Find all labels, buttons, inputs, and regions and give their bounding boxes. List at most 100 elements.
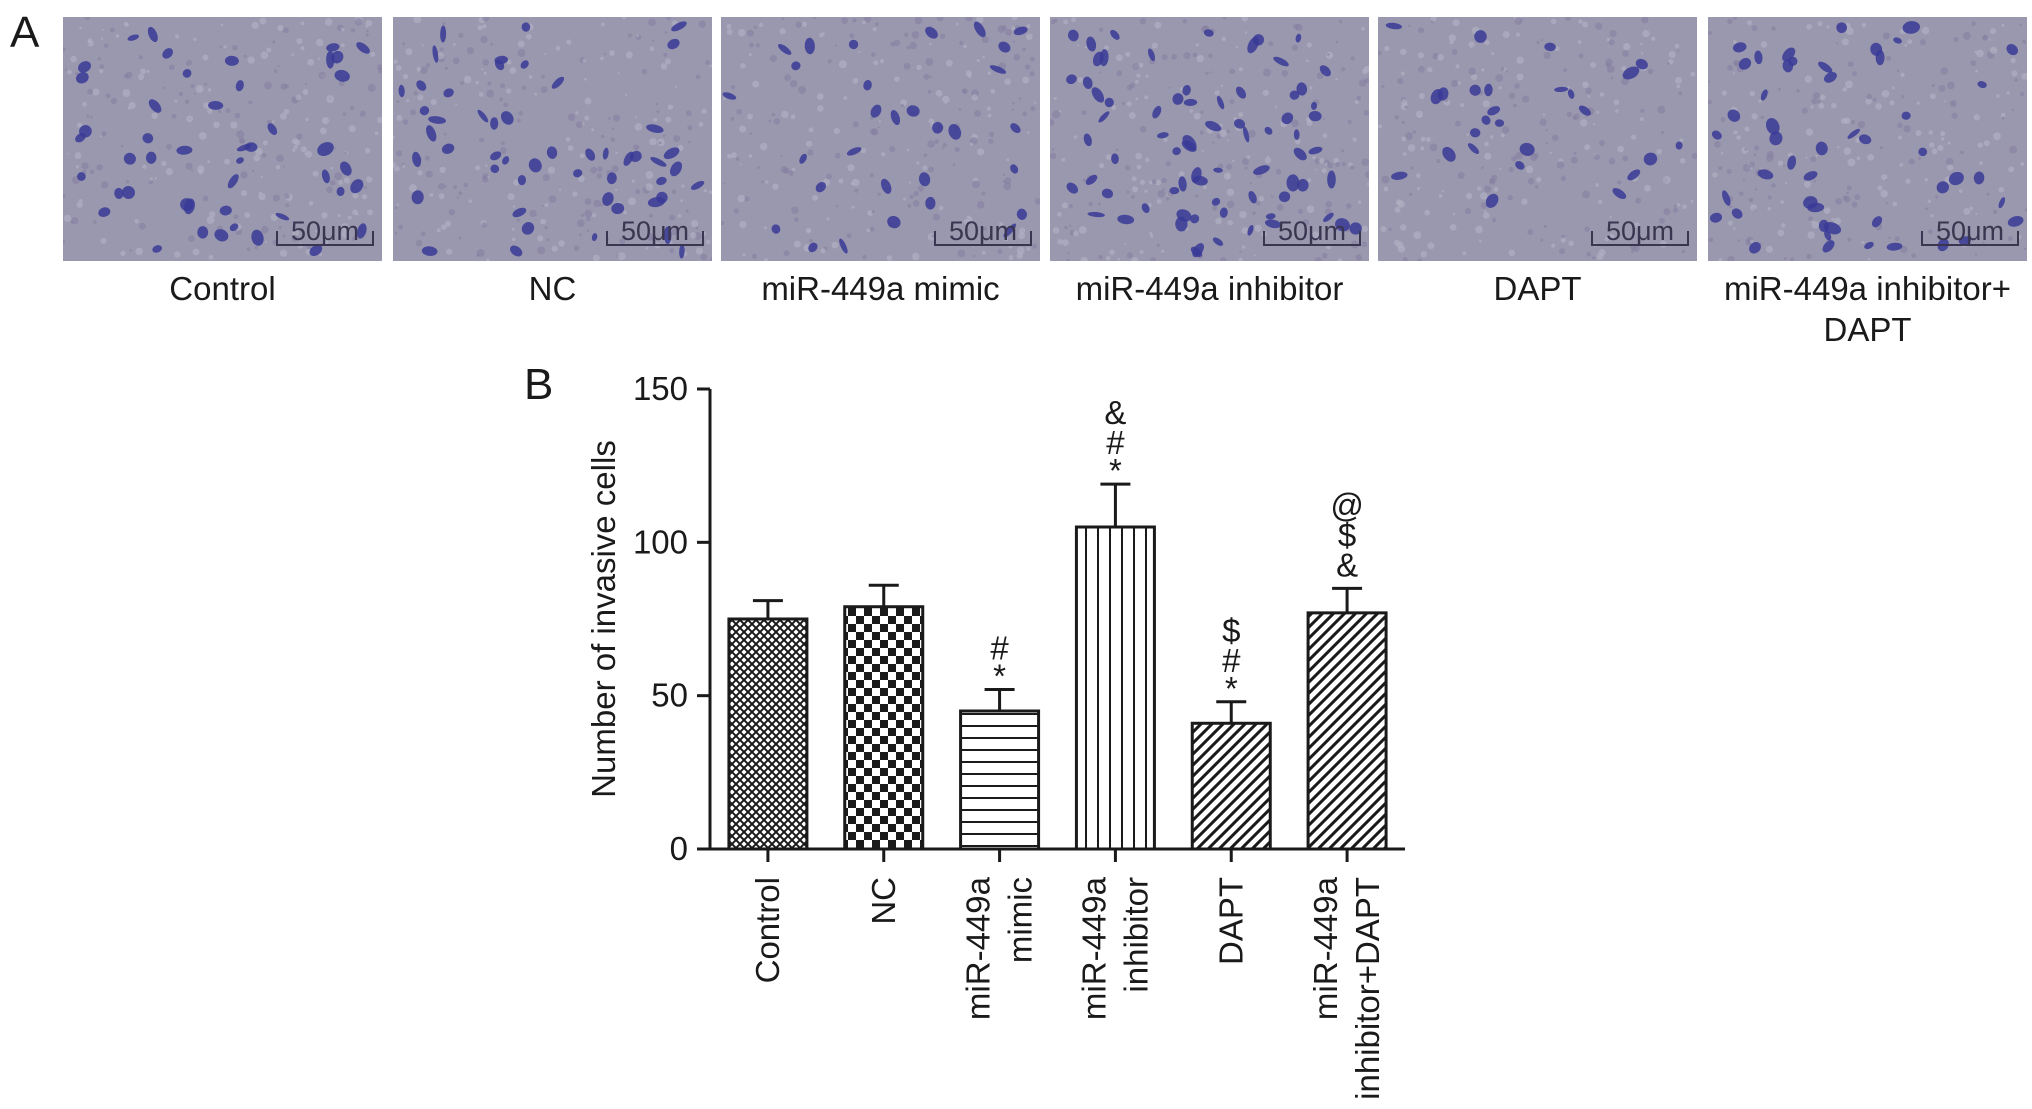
- stained-cell: [214, 229, 229, 242]
- stained-cell: [521, 222, 535, 235]
- x-tick-label: DAPT: [1212, 877, 1249, 965]
- stained-cell: [1111, 153, 1119, 165]
- stained-cell: [1216, 95, 1225, 110]
- stained-cell: [1738, 57, 1752, 70]
- caption-line: miR-449a inhibitor: [1075, 270, 1344, 307]
- scale-bar: [276, 231, 374, 246]
- stained-cell: [1484, 83, 1493, 97]
- stained-cell: [317, 142, 334, 156]
- stained-cell: [1847, 128, 1861, 139]
- stained-cell: [1243, 126, 1250, 143]
- stained-cell: [1281, 112, 1294, 125]
- stained-cell: [1308, 110, 1322, 122]
- stained-cell: [656, 176, 667, 186]
- stained-cell: [973, 21, 986, 38]
- stained-cell: [890, 109, 901, 126]
- stained-cell: [340, 161, 352, 176]
- y-tick-label: 50: [651, 677, 688, 714]
- stained-cell: [1293, 129, 1300, 140]
- stained-cell: [918, 172, 931, 187]
- stained-cell: [1172, 147, 1181, 156]
- stained-cell: [1157, 132, 1169, 139]
- stained-cell: [1787, 155, 1797, 170]
- stained-cell: [1083, 133, 1092, 147]
- stained-cell: [1760, 89, 1768, 101]
- x-tick-label: NC: [865, 877, 902, 925]
- stained-cell: [1973, 171, 1985, 185]
- stained-cell: [669, 161, 683, 177]
- stained-cell: [182, 68, 192, 78]
- bar: [1074, 525, 1156, 851]
- stained-cell: [1295, 33, 1302, 43]
- stained-cell: [326, 43, 340, 52]
- stained-cell: [1252, 34, 1265, 46]
- stained-cell: [1858, 134, 1872, 145]
- stained-cell: [1709, 212, 1723, 223]
- stained-cell: [1494, 119, 1505, 127]
- scale-bar-label: 50μm: [949, 216, 1017, 246]
- stained-cell: [650, 157, 667, 167]
- stained-cell: [147, 26, 158, 43]
- stained-cell: [1977, 81, 1987, 88]
- x-tick-label: miR-449a inhibitor: [1075, 876, 1154, 1020]
- stained-cell: [412, 151, 422, 168]
- stained-cell: [235, 80, 244, 92]
- scale-bar-label: 50μm: [1278, 216, 1346, 246]
- stained-cell: [1085, 174, 1098, 185]
- stained-cell: [1219, 207, 1228, 218]
- stained-cell: [356, 223, 367, 239]
- stained-cell: [1286, 174, 1300, 192]
- stained-cell: [219, 205, 232, 216]
- stained-cell: [846, 147, 862, 156]
- stained-cell: [1212, 237, 1224, 246]
- stained-cell: [1013, 26, 1028, 36]
- stained-cell: [808, 242, 818, 253]
- stained-cell: [1469, 128, 1481, 138]
- micrograph-image: 50μm: [393, 17, 712, 261]
- scale-bar: [606, 231, 704, 246]
- stained-cell: [1481, 115, 1491, 125]
- stained-cell: [1469, 84, 1481, 96]
- stained-cell: [114, 187, 124, 200]
- stained-cell: [251, 229, 264, 246]
- stained-cell: [500, 111, 514, 125]
- stained-cell: [602, 192, 614, 206]
- micrograph-caption: miR-449a inhibitor: [1030, 268, 1389, 309]
- stained-cell: [1824, 230, 1832, 241]
- stained-cell: [1323, 212, 1334, 222]
- stained-cell: [679, 244, 685, 259]
- micrograph-image: 50μm: [63, 17, 382, 261]
- stained-cell: [887, 215, 901, 229]
- significance-mark: &: [1104, 394, 1126, 431]
- stained-cell: [1727, 109, 1741, 122]
- stained-cell: [1235, 86, 1247, 99]
- micrograph-caption: Control: [43, 268, 402, 309]
- stained-cell: [1310, 101, 1317, 110]
- stained-cell: [1247, 224, 1254, 236]
- micrograph-caption: NC: [373, 268, 732, 309]
- stained-cell: [848, 39, 859, 50]
- stained-cell: [778, 44, 792, 55]
- stained-cell: [602, 147, 609, 160]
- stained-cell: [839, 238, 848, 254]
- stained-cell: [1612, 188, 1627, 200]
- stained-cell: [1101, 188, 1114, 199]
- stained-cell: [799, 153, 807, 164]
- stained-cell: [79, 125, 92, 138]
- stained-cell: [275, 212, 290, 221]
- stained-cell: [123, 152, 136, 165]
- stained-cell: [1886, 242, 1903, 251]
- stained-cell: [572, 169, 583, 178]
- stained-cell: [1098, 111, 1110, 123]
- stained-cell: [1264, 219, 1282, 229]
- stained-cell: [419, 106, 430, 116]
- stained-cell: [1205, 120, 1222, 132]
- stained-cell: [1265, 213, 1276, 220]
- stained-cell: [663, 226, 672, 245]
- stained-cell: [162, 48, 173, 59]
- stained-cell: [1622, 66, 1640, 80]
- scale-bar-label: 50μm: [621, 216, 689, 246]
- stained-cell: [1948, 171, 1964, 186]
- stained-cell: [152, 245, 163, 253]
- bar: [1190, 721, 1272, 851]
